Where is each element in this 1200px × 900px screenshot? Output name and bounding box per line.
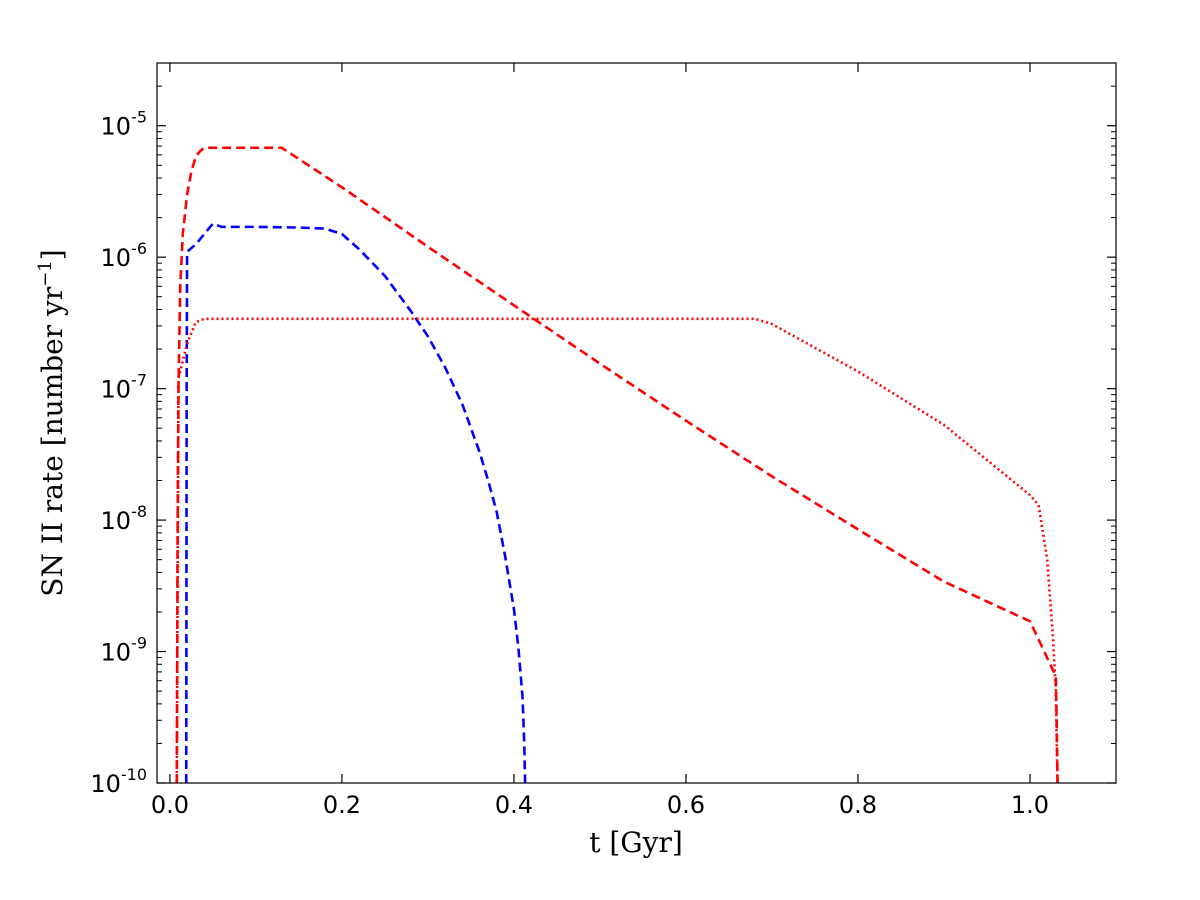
y-tick-label: 10-10 — [90, 765, 147, 798]
x-tick-label: 0.4 — [495, 791, 533, 819]
y-tick-label: 10-8 — [101, 502, 148, 535]
y-tick-label: 10-7 — [101, 371, 148, 404]
y-axis-title: SN II rate [number yr−1] — [35, 249, 69, 596]
y-axis-title-close: ] — [36, 249, 69, 260]
x-tick-label: 0.2 — [323, 791, 361, 819]
y-tick-label: 10-6 — [101, 239, 148, 272]
x-tick-label: 0.8 — [839, 791, 877, 819]
ticks-layer: 0.0 0.2 0.4 0.6 0.8 1.0 10-10 10-9 10-8 10-7 10-6 1… — [90, 63, 1116, 819]
y-tick-label: 10-9 — [101, 634, 148, 667]
x-tick-label: 1.0 — [1011, 791, 1049, 819]
y-tick-label: 10-5 — [101, 108, 148, 141]
x-tick-label: 0.0 — [151, 791, 189, 819]
series-line-1 — [175, 146, 1059, 784]
plot-frame — [156, 62, 1117, 784]
series-line-2 — [184, 222, 527, 784]
series-layer — [175, 146, 1059, 784]
y-axis-title-exponent: −1 — [35, 260, 56, 287]
y-axis-title-main: SN II rate [number yr — [36, 286, 69, 597]
x-tick-label: 0.6 — [667, 791, 705, 819]
x-axis-title: t [Gyr] — [589, 826, 683, 859]
